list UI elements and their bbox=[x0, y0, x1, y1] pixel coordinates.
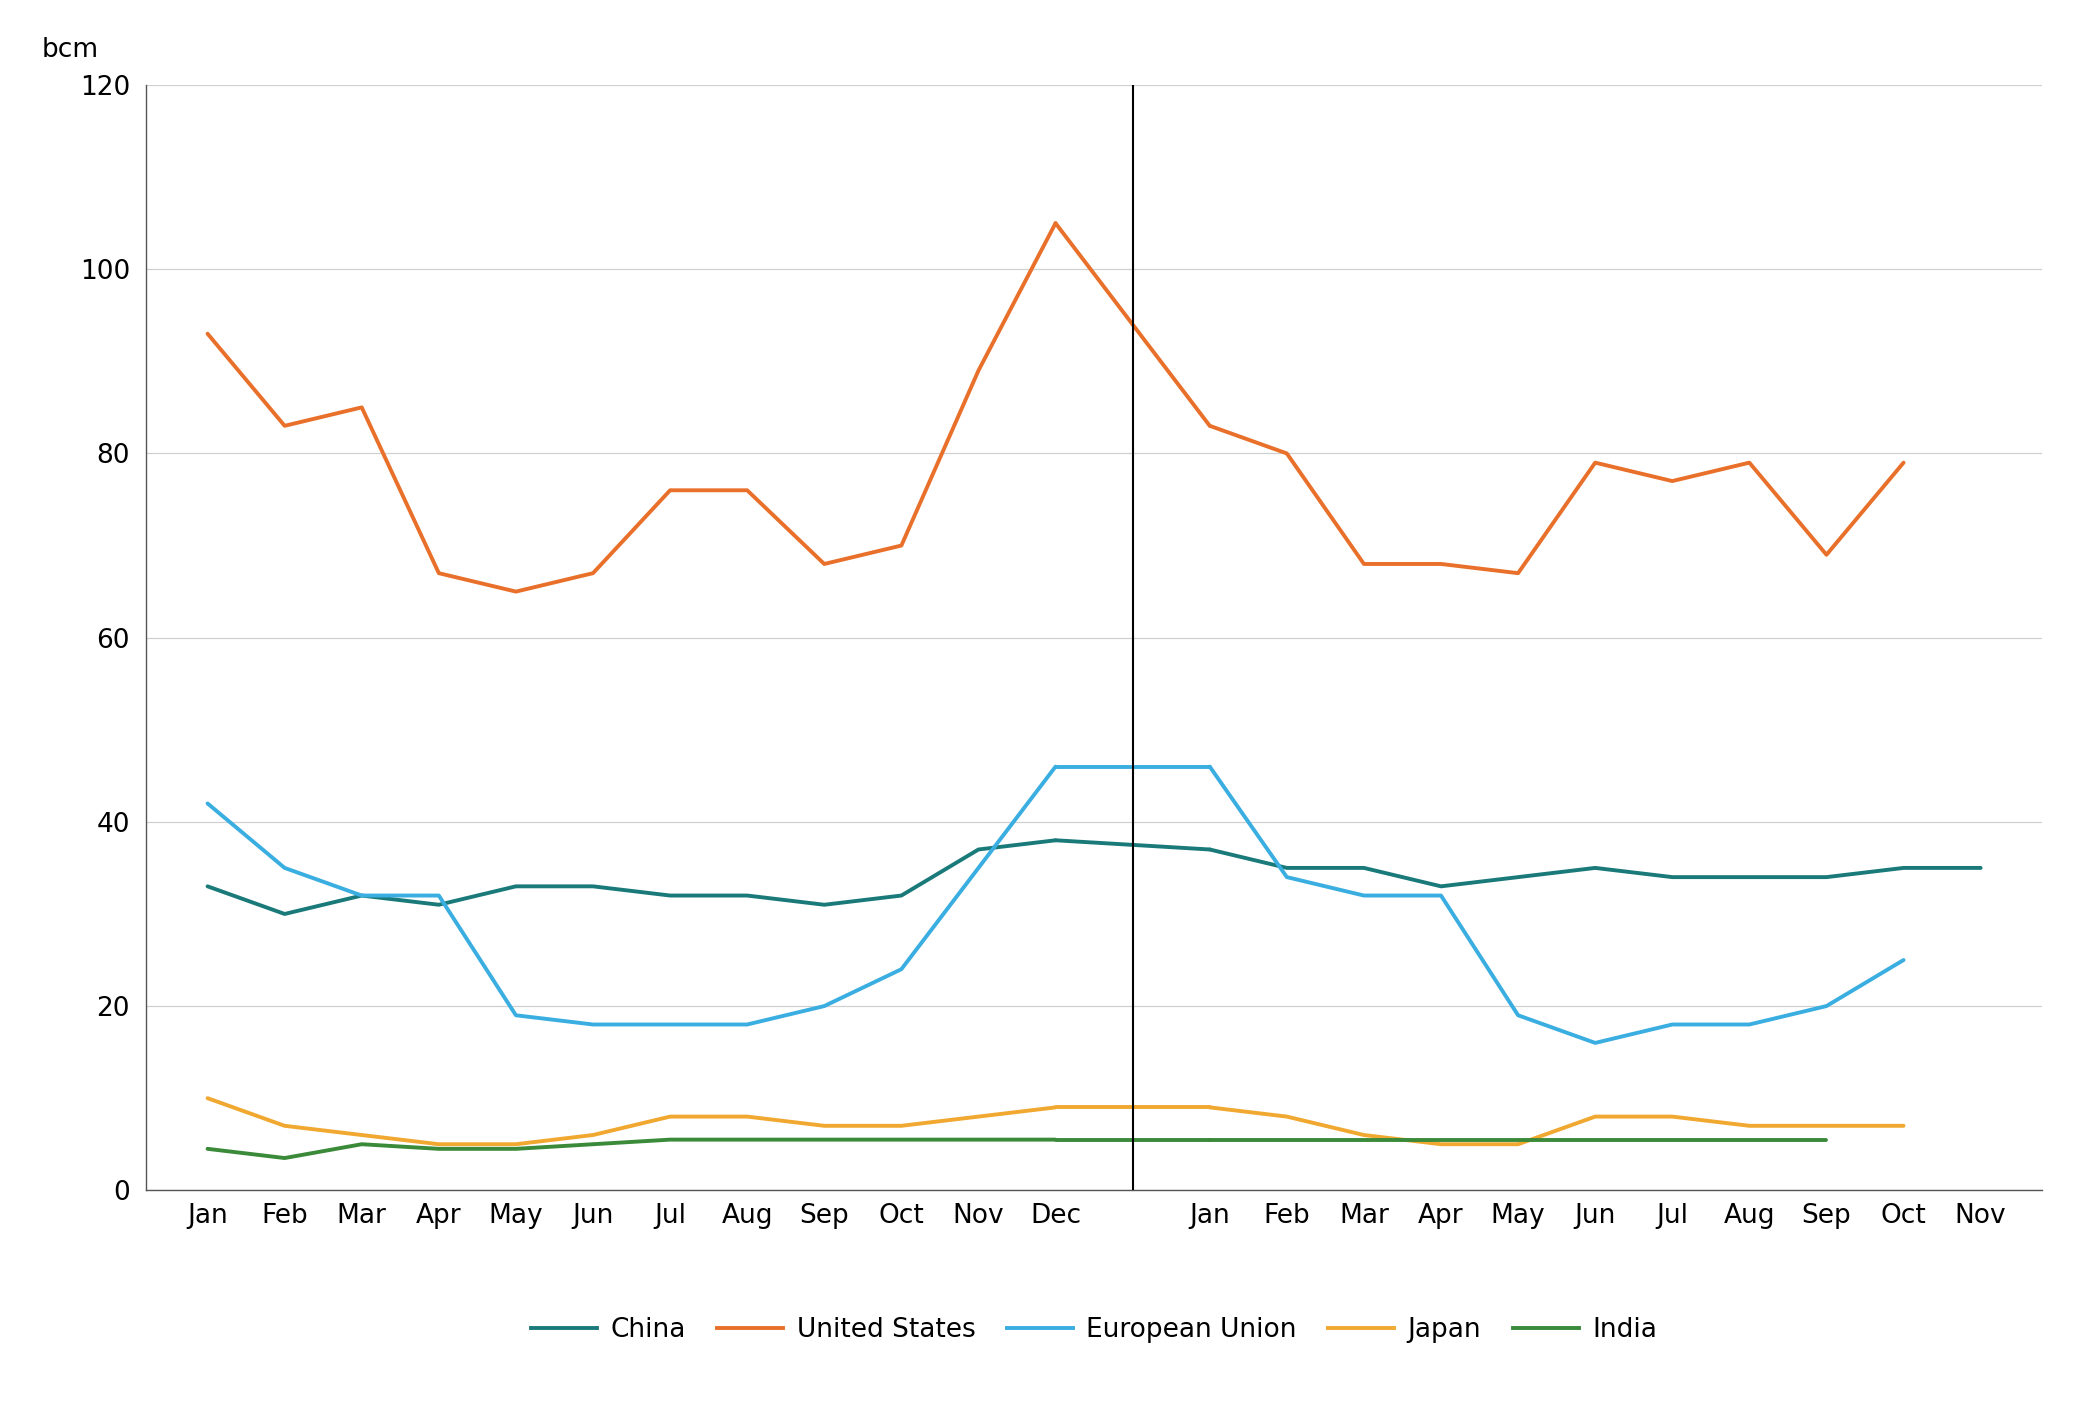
Text: bcm: bcm bbox=[42, 37, 98, 62]
Legend: China, United States, European Union, Japan, India: China, United States, European Union, Ja… bbox=[521, 1306, 1667, 1353]
